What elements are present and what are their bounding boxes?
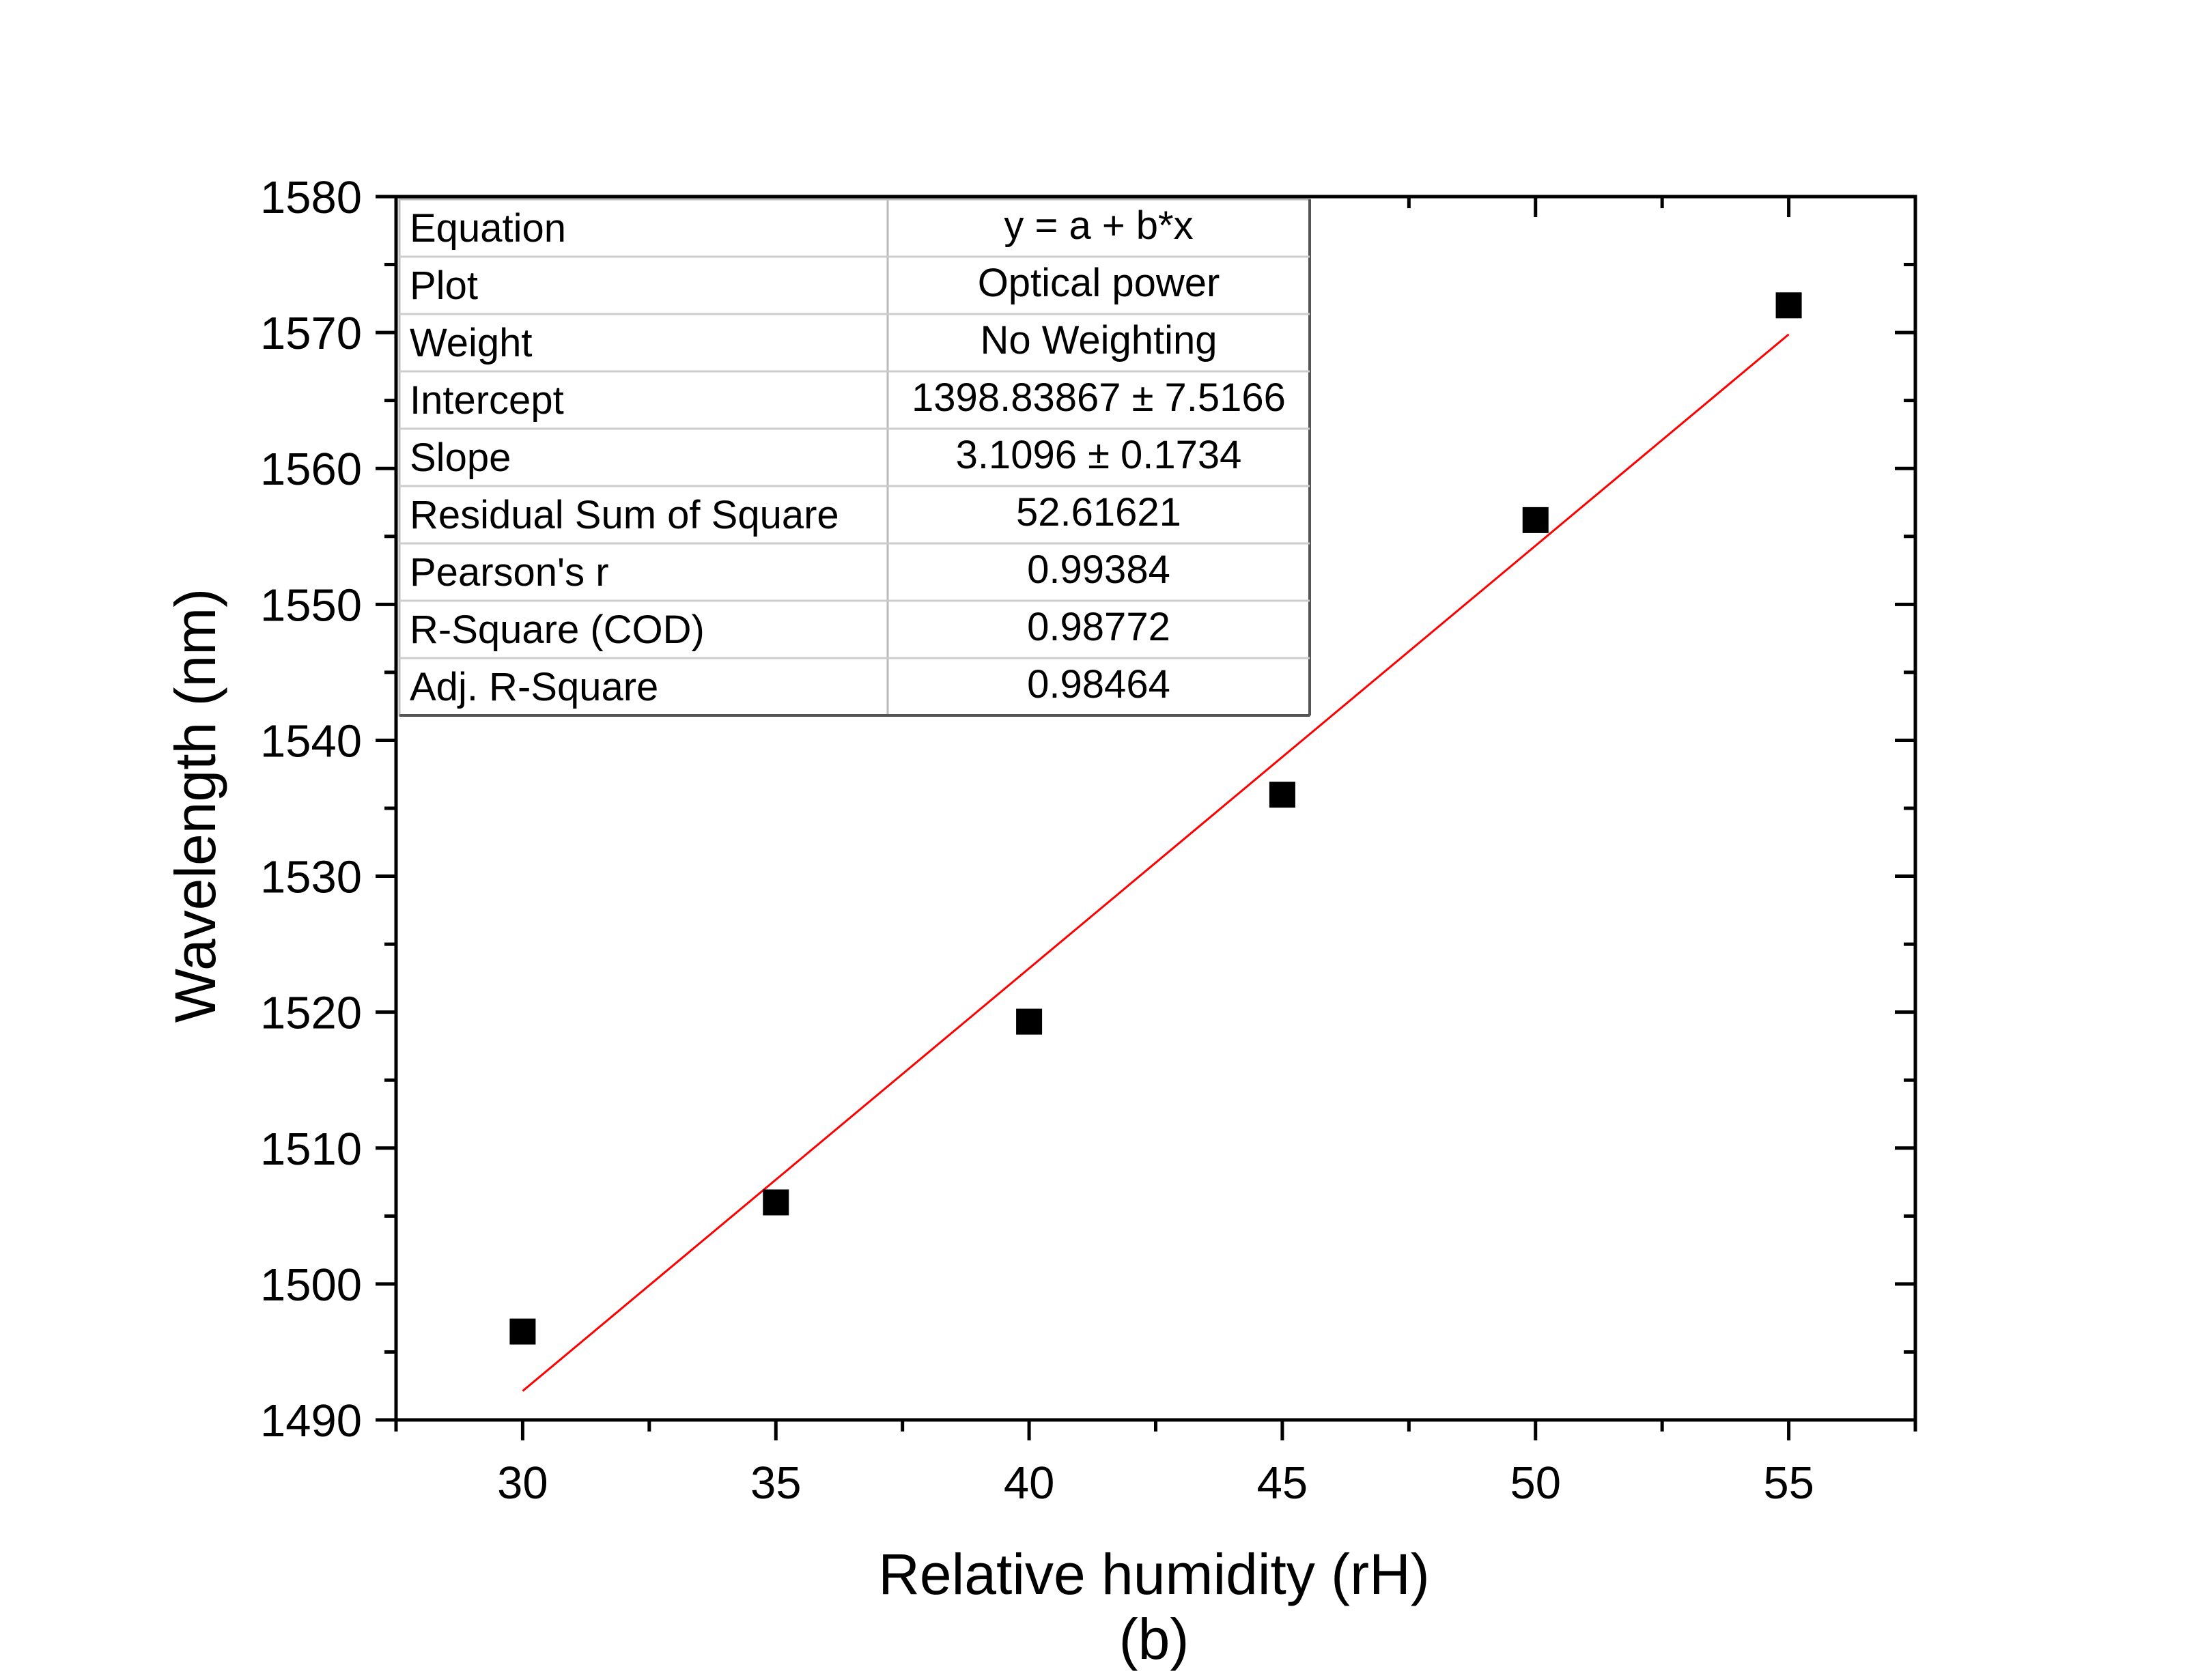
y-tick-label: 1560	[260, 444, 362, 495]
data-point	[509, 1318, 536, 1345]
y-tick-label: 1490	[260, 1395, 362, 1447]
y-tick-label: 1580	[260, 172, 362, 223]
x-tick-label: 55	[1763, 1457, 1814, 1509]
table-row-label: Adj. R-Square	[410, 665, 658, 709]
y-tick-label: 1530	[260, 852, 362, 903]
data-point	[763, 1189, 789, 1216]
x-tick-label: 45	[1257, 1457, 1308, 1509]
data-points	[509, 292, 1802, 1345]
x-tick-label: 35	[750, 1457, 802, 1509]
table-background	[398, 198, 1311, 717]
table-row-label: Intercept	[410, 378, 564, 423]
figure-caption: (b)	[1119, 1607, 1190, 1671]
table-row-label: R-Square (COD)	[410, 608, 705, 652]
fit-results-table: Equation y = a + b*x Plot Optical power Weig…	[398, 198, 1311, 717]
data-point	[1016, 1008, 1043, 1035]
table-row-label: Slope	[410, 436, 511, 480]
data-point	[1775, 292, 1802, 319]
y-axis: 1490 1500 1510 1520 1530 1540 1550 1560 1570 1580	[260, 172, 1915, 1447]
x-tick-label: 50	[1510, 1457, 1561, 1509]
y-tick-label: 1520	[260, 988, 362, 1039]
table-row-label: Weight	[410, 321, 532, 365]
y-tick-label: 1510	[260, 1124, 362, 1175]
table-row-value: 0.98464	[1027, 662, 1170, 707]
table-row-value: 52.61621	[1016, 490, 1181, 535]
table-row-label: Plot	[410, 264, 478, 308]
data-point	[1269, 782, 1295, 808]
fit-line	[522, 333, 1790, 1392]
y-tick-label: 1570	[260, 308, 362, 359]
table-row-label: Pearson's r	[410, 550, 609, 595]
table-row-value: 1398.83867 ± 7.5166	[912, 375, 1286, 420]
table-row-label: Equation	[410, 206, 566, 251]
y-axis-title: Wavelength (nm)	[163, 588, 227, 1023]
fit-line-group	[522, 333, 1790, 1392]
data-point	[1522, 507, 1549, 533]
table-row-value: 0.98772	[1027, 605, 1170, 649]
x-tick-label: 30	[497, 1457, 548, 1509]
x-tick-label: 40	[1004, 1457, 1055, 1509]
table-row-value: Optical power	[978, 261, 1220, 305]
table-row-value: 3.1096 ± 0.1734	[956, 433, 1242, 477]
table-row-label: Residual Sum of Square	[410, 493, 839, 537]
y-tick-label: 1500	[260, 1259, 362, 1311]
table-row-value: 0.99384	[1027, 547, 1170, 592]
x-axis-title: Relative humidity (rH)	[878, 1542, 1430, 1606]
y-tick-label: 1540	[260, 715, 362, 767]
y-tick-label: 1550	[260, 580, 362, 631]
table-row-value: y = a + b*x	[1004, 203, 1193, 248]
table-row-value: No Weighting	[980, 318, 1217, 362]
